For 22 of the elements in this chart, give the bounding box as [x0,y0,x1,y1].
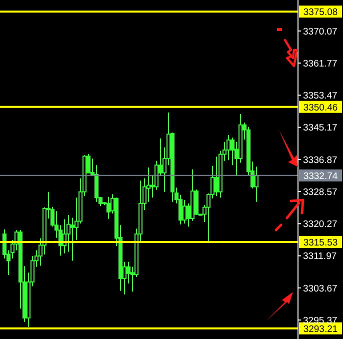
y-tick-label: 3328.57 [303,186,338,198]
candlestick [214,156,218,197]
candlestick [94,164,98,202]
y-tick-label: 3303.67 [303,283,338,294]
y-tick-label: 3320.27 [303,219,338,230]
candlestick [182,199,186,224]
candlestick [226,134,230,161]
y-tick-label: 3311.97 [303,251,337,262]
candlestick [194,189,198,216]
candlestick [254,166,258,202]
ref-line-label: 3315.53 [303,238,338,249]
candlestick [70,217,74,262]
candlestick [106,196,110,220]
ref-line-label: 3332.74 [303,170,338,182]
y-tick-label: 3361.77 [303,58,338,70]
y-tick-label: 3345.17 [303,122,338,134]
y-tick-label: 3336.87 [303,154,338,166]
y-tick-label: 3370.07 [303,26,338,38]
ref-line-label: 3350.46 [303,102,338,114]
y-tick-label: 3353.47 [303,90,338,102]
ref-line-label: 3293.21 [303,324,338,335]
ref-line-label: 3375.08 [303,7,338,18]
